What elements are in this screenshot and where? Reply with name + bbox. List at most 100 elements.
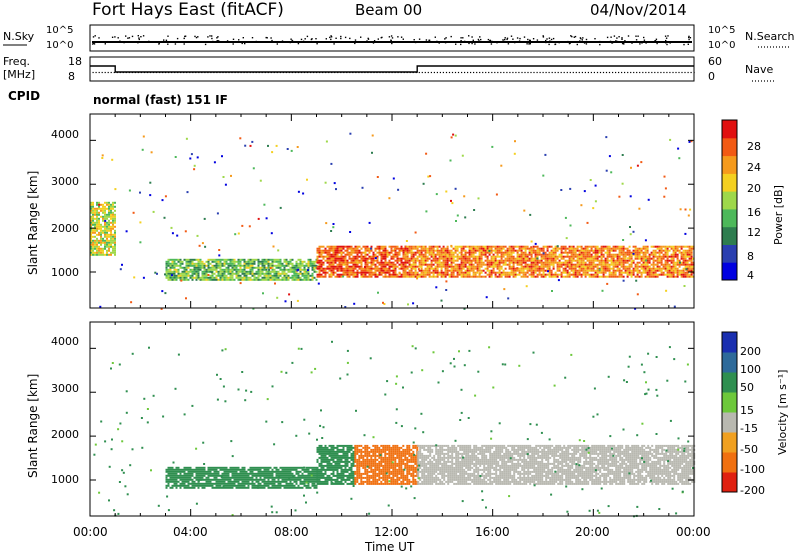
heatmap-cell [189, 262, 192, 265]
heatmap-cell [500, 255, 503, 258]
heatmap-cell [536, 263, 539, 266]
heatmap-cell [185, 274, 188, 277]
heatmap-cell [187, 274, 190, 277]
heatmap-cell [468, 247, 471, 250]
heatmap-cell [510, 265, 513, 268]
heatmap-cell [610, 247, 613, 250]
heatmap-cell [364, 269, 367, 272]
heatmap-cell [311, 480, 314, 483]
heatmap-cell [556, 257, 559, 260]
heatmap-cell [376, 245, 379, 248]
heatmap-cell [638, 265, 641, 268]
heatmap-cell [448, 255, 451, 258]
heatmap-cell [628, 255, 631, 258]
heatmap-cell [342, 269, 345, 272]
heatmap-cell [267, 484, 270, 487]
heatmap-cell [630, 271, 633, 274]
heatmap-cell [686, 253, 689, 256]
heatmap-cell [645, 259, 648, 262]
heatmap-cell [504, 257, 507, 260]
heatmap-cell [551, 290, 553, 292]
heatmap-cell [492, 265, 495, 268]
heatmap-cell [241, 470, 244, 473]
heatmap-cell [275, 274, 278, 277]
heatmap-cell [316, 482, 319, 485]
heatmap-cell [470, 245, 473, 248]
heatmap-cell [620, 253, 623, 256]
nave-point [152, 71, 155, 74]
heatmap-cell [614, 247, 617, 250]
heatmap-cell [247, 264, 250, 267]
heatmap-cell [482, 245, 485, 248]
heatmap-cell [320, 259, 323, 262]
heatmap-cell [209, 478, 212, 481]
heatmap-cell [662, 257, 665, 260]
heatmap-cell [673, 305, 676, 308]
heatmap-cell [243, 266, 246, 269]
heatmap-cell [520, 247, 523, 250]
heatmap-cell [678, 265, 681, 268]
heatmap-cell [414, 261, 417, 264]
heatmap-cell [438, 259, 441, 262]
heatmap-cell [428, 253, 431, 256]
heatmap-cell [356, 247, 359, 250]
noise-point [94, 35, 96, 37]
heatmap-cell [424, 245, 427, 248]
heatmap-cell [195, 262, 198, 265]
noise-point [92, 36, 95, 38]
heatmap-cell [578, 249, 581, 252]
heatmap-cell [96, 203, 98, 206]
heatmap-cell [514, 249, 517, 252]
heatmap-cell [442, 255, 445, 258]
heatmap-cell [287, 468, 290, 471]
heatmap-cell [462, 273, 465, 276]
heatmap-cell [494, 263, 497, 266]
heatmap-cell [400, 259, 403, 262]
heatmap-cell [104, 241, 106, 244]
power-ytick-4000: 4000 [51, 128, 79, 141]
heatmap-cell [468, 269, 471, 272]
heatmap-cell [620, 275, 623, 278]
heatmap-cell [175, 468, 178, 471]
heatmap-cell [364, 253, 367, 256]
heatmap-cell [672, 259, 675, 262]
heatmap-cell [687, 214, 690, 217]
heatmap-cell [560, 263, 563, 266]
heatmap-cell [670, 265, 673, 268]
heatmap-cell [408, 263, 411, 266]
heatmap-cell [664, 261, 667, 264]
heatmap-cell [498, 249, 501, 252]
heatmap-cell [418, 265, 421, 268]
heatmap-cell [530, 255, 533, 258]
heatmap-cell [171, 276, 174, 279]
heatmap-cell [574, 267, 577, 270]
heatmap-cell [237, 258, 240, 261]
heatmap-cell [532, 245, 535, 248]
heatmap-cell [281, 264, 284, 267]
heatmap-cell [320, 265, 323, 268]
heatmap-cell [376, 275, 379, 278]
heatmap-cell [394, 275, 397, 278]
heatmap-cell [277, 468, 280, 471]
heatmap-cell [261, 262, 264, 265]
noise-point [548, 43, 550, 46]
heatmap-cell [348, 275, 351, 278]
noise-point [519, 37, 521, 40]
heatmap-cell [370, 257, 373, 260]
heatmap-cell [516, 267, 519, 270]
heatmap-cell [239, 262, 242, 265]
heatmap-cell [664, 245, 667, 248]
heatmap-cell [690, 275, 693, 278]
heatmap-cell [432, 249, 435, 252]
heatmap-cell [486, 273, 489, 276]
heatmap-cell [496, 271, 499, 274]
heatmap-cell [233, 468, 236, 471]
heatmap-cell [231, 484, 234, 487]
heatmap-cell [303, 260, 306, 263]
heatmap-cell [670, 267, 673, 270]
heatmap-cell [582, 271, 585, 274]
heatmap-cell [384, 265, 387, 268]
heatmap-cell [418, 245, 421, 248]
heatmap-cell [360, 263, 363, 266]
heatmap-cell [253, 478, 256, 481]
